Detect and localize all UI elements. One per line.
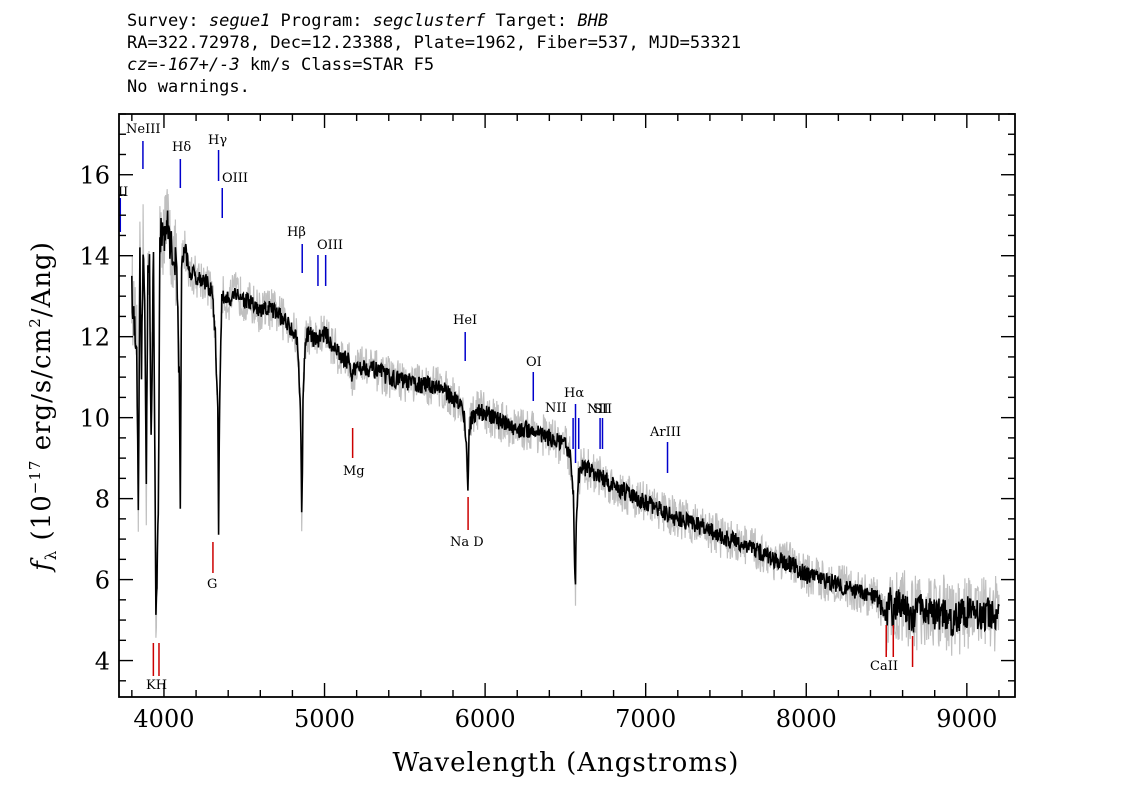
y-title-rest: erg/s/cm — [27, 328, 57, 460]
x-tick-label-7000: 7000 — [615, 705, 676, 733]
y-tick-label-14: 14 — [79, 243, 110, 271]
spectral-line-labels: II NeIII Hδ Hγ OIII Hβ OIII HeI OI NII H… — [118, 122, 898, 693]
label-OIII-b: OIII — [317, 238, 343, 253]
label-Halpha: Hα — [564, 386, 584, 401]
label-HeI: HeI — [453, 313, 477, 328]
label-OIII-a: OIII — [222, 171, 248, 186]
flux-series — [131, 210, 1000, 637]
header-coords-line: RA=322.72978, Dec=12.23388, Plate=1962, … — [127, 33, 742, 53]
y-title-mid: (10 — [27, 494, 57, 550]
survey-value: segue1 — [208, 11, 271, 31]
error-band — [131, 189, 1000, 656]
label-KH: KH — [146, 678, 167, 693]
label-Hbeta: Hβ — [287, 225, 306, 240]
label-Hdelta: Hδ — [172, 140, 191, 155]
program-value: segclusterf — [372, 11, 486, 31]
header-warnings: No warnings. — [127, 77, 250, 97]
label-NII-b: NII — [587, 402, 609, 417]
y-title-exp2: 2 — [26, 317, 44, 328]
label-G: G — [207, 577, 217, 592]
plot-frame — [118, 113, 1016, 698]
x-tick-label-8000: 8000 — [776, 705, 837, 733]
flux-spectrum-line — [131, 210, 1000, 637]
y-tick-label-12: 12 — [79, 324, 110, 352]
y-tick-label-10: 10 — [79, 405, 110, 433]
label-OI: OI — [526, 355, 542, 370]
label-II: II — [118, 185, 128, 200]
y-tick-label-4: 4 — [95, 648, 110, 676]
target-label: Target: — [485, 11, 578, 31]
program-label: Program: — [270, 11, 373, 31]
header-cz-line: cz=-167+/-3 km/s Class=STAR F5 — [127, 54, 741, 76]
label-CaII: CaII — [870, 659, 898, 674]
x-tick-label-9000: 9000 — [936, 705, 997, 733]
target-value: BHB — [577, 11, 609, 31]
label-NaD: Na D — [450, 535, 484, 550]
y-title-f: f — [27, 557, 57, 573]
error-spectrum-line — [131, 189, 1000, 656]
survey-label: Survey: — [127, 11, 209, 31]
y-title-end: /Ang) — [27, 241, 57, 317]
y-tick-label-16: 16 — [79, 162, 110, 190]
axes: 4000 5000 6000 7000 8000 9000 4 6 8 10 12 14 16 — [79, 113, 1016, 733]
label-Hgamma: Hγ — [208, 133, 227, 148]
y-axis-title: fλ (10−17 erg/s/cm2/Ang) — [26, 241, 60, 573]
x-tick-label-6000: 6000 — [455, 705, 516, 733]
x-tick-label-4000: 4000 — [133, 705, 194, 733]
spectral-lines — [119, 141, 914, 676]
label-NII-a: NII — [545, 401, 567, 416]
y-tick-label-6: 6 — [95, 567, 110, 595]
label-NeIII: NeIII — [126, 122, 160, 137]
y-title-sub: λ — [42, 550, 60, 561]
spectrum-header: Survey: segue1 Program: segclusterf Targ… — [127, 10, 741, 98]
cz-value: cz=-167+/-3 — [127, 55, 240, 75]
x-axis-title: Wavelength (Angstroms) — [393, 748, 740, 778]
y-tick-label-8: 8 — [95, 486, 110, 514]
label-SII: SII — [593, 402, 612, 417]
header-survey-line: Survey: segue1 Program: segclusterf Targ… — [127, 10, 741, 32]
label-ArIII: ArIII — [649, 425, 681, 440]
cz-units: km/s Class=STAR F5 — [239, 55, 435, 75]
x-tick-label-5000: 5000 — [294, 705, 355, 733]
y-title-exp: −17 — [26, 460, 44, 495]
label-Mg: Mg — [343, 464, 365, 479]
